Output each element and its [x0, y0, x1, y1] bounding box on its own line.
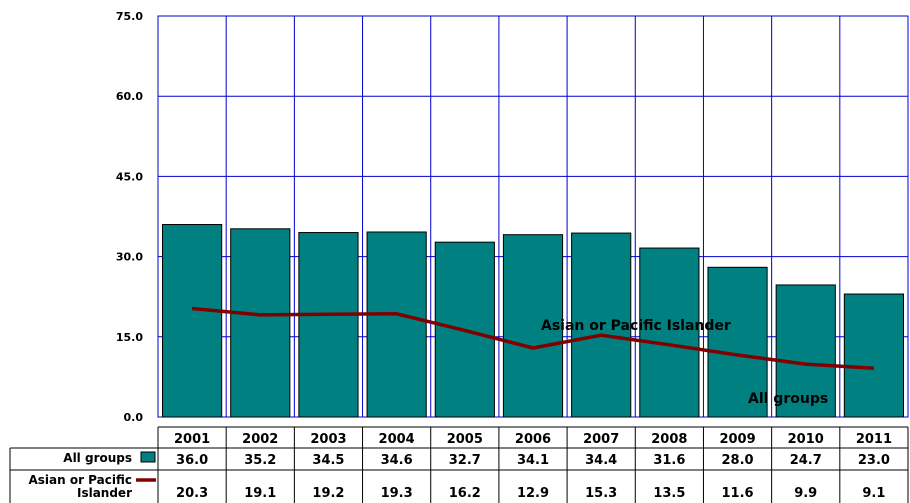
table-cell-asian-pacific-islander: 9.9: [794, 486, 817, 501]
table-header-year: 2010: [788, 432, 824, 447]
table-cell-all-groups: 36.0: [176, 453, 208, 468]
table-cell-all-groups: 34.5: [312, 453, 344, 468]
y-tick-labels: 0.0 15.0 30.0 45.0 60.0 75.0: [116, 10, 143, 424]
table-cell-asian-pacific-islander: 15.3: [585, 486, 617, 501]
annotation-asian-pacific-islander: Asian or Pacific Islander: [541, 318, 731, 334]
table-cell-asian-pacific-islander: 20.3: [176, 486, 208, 501]
bar-2007: [571, 232, 632, 418]
table-header-year: 2009: [719, 432, 755, 447]
table-cell-all-groups: 34.1: [517, 453, 549, 468]
bar-2003: [298, 232, 359, 418]
table-header-year: 2005: [447, 432, 483, 447]
table-cell-all-groups: 34.4: [585, 453, 617, 468]
table-cell-all-groups: 32.7: [449, 453, 481, 468]
bar-2006: [502, 234, 564, 418]
bar-2001: [162, 224, 223, 418]
table-header-year: 2001: [174, 432, 210, 447]
table-header-year: 2011: [856, 432, 892, 447]
bar-2011: [843, 293, 904, 418]
series-line-asian-pacific-islander: [191, 306, 875, 371]
y-tick-label: 15.0: [116, 331, 143, 344]
table-cell-asian-pacific-islander: 16.2: [449, 486, 481, 501]
bar-2009: [707, 266, 768, 418]
table-row-label-all-groups: All groups: [63, 451, 132, 465]
table-header-year: 2004: [379, 432, 415, 447]
table-cell-all-groups: 28.0: [722, 453, 754, 468]
y-tick-label: 60.0: [116, 90, 143, 103]
bar-2008: [639, 247, 700, 418]
table-header-year: 2003: [310, 432, 346, 447]
table-cell-asian-pacific-islander: 19.2: [312, 486, 344, 501]
annotation-all-groups: All groups: [748, 391, 828, 407]
table-cell-all-groups: 23.0: [858, 453, 890, 468]
bars: [162, 224, 904, 418]
table-cell-asian-pacific-islander: 13.5: [653, 486, 685, 501]
table-cell-all-groups: 31.6: [653, 453, 685, 468]
table-cell-asian-pacific-islander: 19.1: [244, 486, 276, 501]
table-row-label-asian-pacific-1: Asian or Pacific: [28, 473, 132, 487]
table-cell-asian-pacific-islander: 12.9: [517, 486, 549, 501]
legend-key-all-groups: [140, 451, 156, 463]
table-row-label-asian-pacific-2: Islander: [77, 486, 132, 500]
table-header-year: 2006: [515, 432, 551, 447]
table-header-year: 2002: [242, 432, 278, 447]
table-cell-all-groups: 35.2: [244, 453, 276, 468]
table-cell-asian-pacific-islander: 19.3: [381, 486, 413, 501]
table-header-year: 2008: [651, 432, 687, 447]
table-cell-asian-pacific-islander: 11.6: [722, 486, 754, 501]
table-cell-all-groups: 24.7: [790, 453, 822, 468]
table-cell-all-groups: 34.6: [381, 453, 413, 468]
data-table: 2001 36.0 20.3 2002 35.2 19.1 2003 34.5 19.2 2004…: [9, 426, 909, 503]
y-tick-label: 75.0: [116, 10, 143, 23]
bar-2004: [366, 231, 427, 418]
table-cell-asian-pacific-islander: 9.1: [862, 486, 885, 501]
table-header-year: 2007: [583, 432, 619, 447]
y-tick-label: 0.0: [124, 411, 144, 424]
y-tick-label: 30.0: [116, 251, 143, 264]
bar-2010: [775, 284, 836, 418]
y-tick-label: 45.0: [116, 170, 143, 183]
bar-2002: [230, 228, 291, 418]
